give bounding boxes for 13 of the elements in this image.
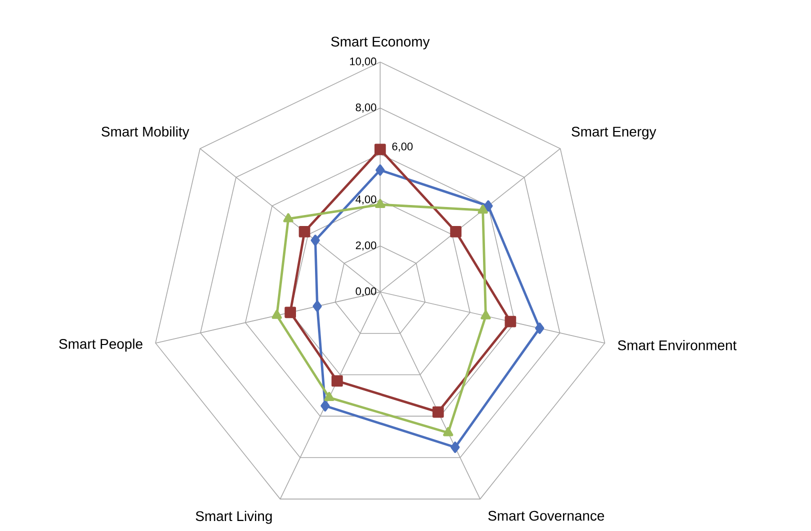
spoke-label: Smart Economy <box>331 36 430 50</box>
spoke-label: Smart People <box>59 338 142 352</box>
y-tick-label: 0,00 <box>356 287 376 296</box>
spoke-label: Smart Mobility <box>102 126 190 140</box>
y-tick-label: 8,00 <box>356 104 376 113</box>
y-tick-label: 6,00 <box>392 142 413 152</box>
y-tick-label: 10,00 <box>350 58 376 67</box>
y-tick-label: 2,00 <box>356 241 376 250</box>
spoke-label: Smart Governance <box>488 510 604 521</box>
spoke-label: Smart Living <box>196 510 272 524</box>
spoke-label: Smart Environment <box>618 340 737 350</box>
y-tick-label: 4,00 <box>356 195 376 205</box>
spoke-label: Smart Energy <box>572 126 656 140</box>
